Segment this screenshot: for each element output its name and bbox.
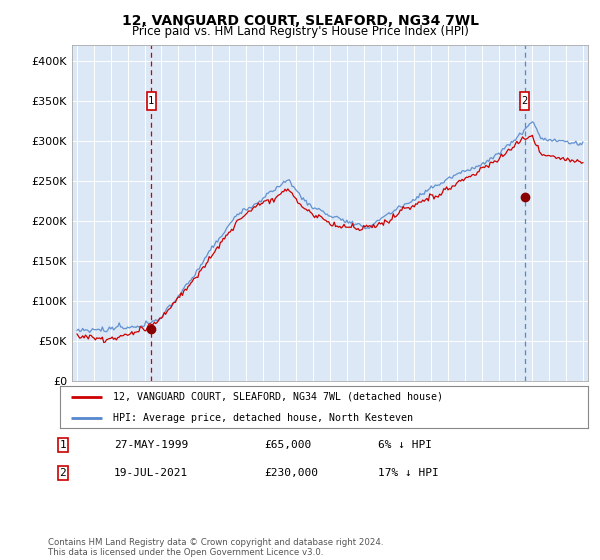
Text: HPI: Average price, detached house, North Kesteven: HPI: Average price, detached house, Nort… [113, 413, 413, 423]
Text: Contains HM Land Registry data © Crown copyright and database right 2024.
This d: Contains HM Land Registry data © Crown c… [48, 538, 383, 557]
Text: Price paid vs. HM Land Registry's House Price Index (HPI): Price paid vs. HM Land Registry's House … [131, 25, 469, 38]
FancyBboxPatch shape [520, 92, 529, 110]
Text: £65,000: £65,000 [264, 440, 311, 450]
Text: 2: 2 [521, 96, 528, 106]
FancyBboxPatch shape [146, 92, 156, 110]
Text: 12, VANGUARD COURT, SLEAFORD, NG34 7WL: 12, VANGUARD COURT, SLEAFORD, NG34 7WL [121, 14, 479, 28]
Text: 1: 1 [59, 440, 67, 450]
Text: 17% ↓ HPI: 17% ↓ HPI [378, 468, 439, 478]
Text: £230,000: £230,000 [264, 468, 318, 478]
Text: 12, VANGUARD COURT, SLEAFORD, NG34 7WL (detached house): 12, VANGUARD COURT, SLEAFORD, NG34 7WL (… [113, 392, 443, 402]
Text: 1: 1 [148, 96, 154, 106]
Text: 6% ↓ HPI: 6% ↓ HPI [378, 440, 432, 450]
Text: 2: 2 [59, 468, 67, 478]
Text: 27-MAY-1999: 27-MAY-1999 [114, 440, 188, 450]
Text: 19-JUL-2021: 19-JUL-2021 [114, 468, 188, 478]
